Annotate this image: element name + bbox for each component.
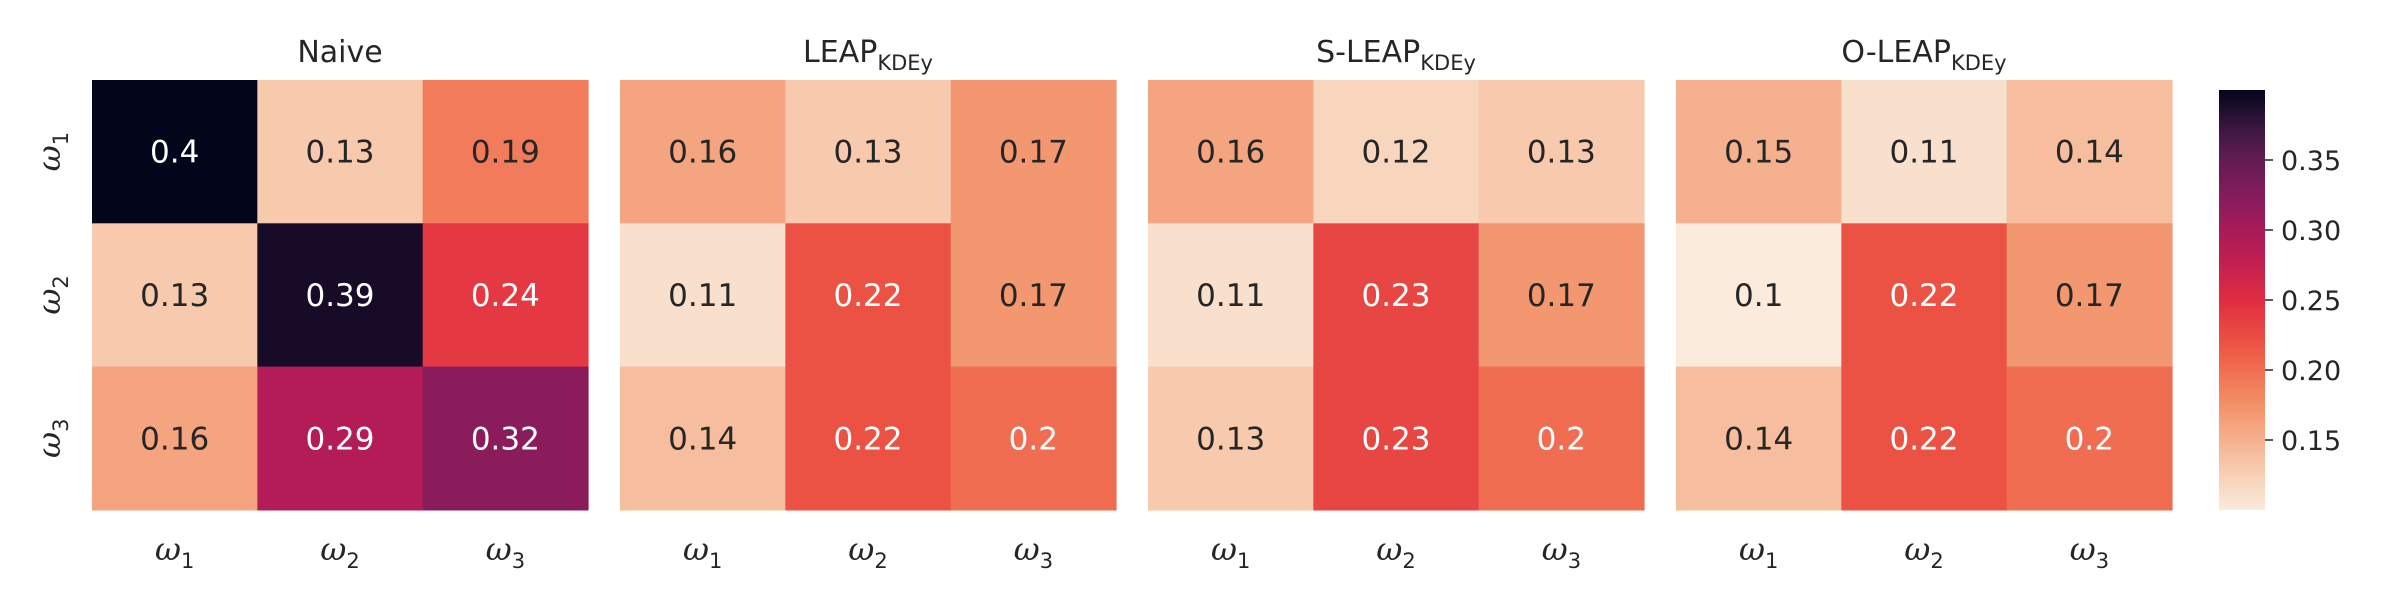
- x-tick-label: ω1: [683, 530, 722, 573]
- cell-value-label: 0.12: [1361, 135, 1430, 171]
- cell-value-label: 0.22: [833, 421, 902, 457]
- cell-value-label: 0.15: [1724, 135, 1793, 171]
- cell-value-label: 0.22: [1889, 421, 1958, 457]
- heatmap-cell: [257, 366, 424, 511]
- heatmap-cell: [950, 223, 1117, 368]
- cell-value-label: 0.13: [305, 135, 374, 171]
- heatmap-cell: [422, 366, 589, 511]
- cell-value-label: 0.11: [1889, 135, 1958, 171]
- x-tick-label: ω2: [848, 530, 887, 573]
- x-tick-label: ω1: [1739, 530, 1778, 573]
- cell-value-label: 0.11: [668, 278, 737, 314]
- x-tick-label: ω2: [1904, 530, 1943, 573]
- cell-value-label: 0.2: [1009, 421, 1058, 457]
- heatmap-cell: [1841, 223, 2008, 368]
- cell-value-label: 0.17: [999, 135, 1068, 171]
- heatmap-cell: [1841, 366, 2008, 511]
- cell-value-label: 0.24: [471, 278, 540, 314]
- heatmap-cell: [92, 223, 258, 368]
- heatmap-cell: [1478, 366, 1645, 511]
- cell-value-label: 0.17: [2055, 278, 2124, 314]
- heatmap-cell: [620, 223, 786, 368]
- colorbar-tick-label: 0.35: [2281, 146, 2341, 177]
- cell-value-label: 0.17: [999, 278, 1068, 314]
- x-tick-label: ω2: [320, 530, 359, 573]
- x-tick-label: ω1: [1211, 530, 1250, 573]
- heatmap-cell: [785, 80, 952, 224]
- colorbar-tick-label: 0.25: [2281, 286, 2341, 317]
- panel-title: Naive: [297, 35, 382, 70]
- panel-title: S-LEAPKDEy: [1316, 35, 1476, 75]
- x-tick-label: ω1: [155, 530, 194, 573]
- colorbar-tick-label: 0.20: [2281, 356, 2341, 387]
- heatmap-cell: [1313, 223, 1480, 368]
- cell-value-label: 0.14: [2055, 135, 2124, 171]
- heatmap-cell: [1676, 366, 1842, 511]
- cell-value-label: 0.16: [140, 421, 209, 457]
- heatmap-cell: [92, 366, 258, 511]
- heatmap-cell: [2006, 223, 2173, 368]
- colorbar: [2219, 90, 2265, 510]
- cell-value-label: 0.13: [833, 135, 902, 171]
- cell-value-label: 0.14: [668, 421, 737, 457]
- cell-value-label: 0.2: [1537, 421, 1586, 457]
- heatmap-cell: [1313, 366, 1480, 511]
- heatmap-cell: [785, 223, 952, 368]
- heatmap-cell: [1676, 80, 1842, 224]
- heatmap-cell: [422, 223, 589, 368]
- cell-value-label: 0.14: [1724, 421, 1793, 457]
- cell-value-label: 0.16: [668, 135, 737, 171]
- cell-value-label: 0.13: [140, 278, 209, 314]
- heatmap-cell: [1148, 366, 1314, 511]
- panel-title: LEAPKDEy: [803, 35, 933, 75]
- panel-title: O-LEAPKDEy: [1841, 35, 2006, 75]
- heatmap-cell: [785, 366, 952, 511]
- cell-value-label: 0.32: [471, 421, 540, 457]
- heatmap-cell: [1676, 223, 1842, 368]
- heatmap-cell: [1478, 223, 1645, 368]
- cell-value-label: 0.19: [471, 135, 540, 171]
- cell-value-label: 0.16: [1196, 135, 1265, 171]
- x-tick-label: ω3: [1542, 530, 1581, 573]
- cell-value-label: 0.22: [1889, 278, 1958, 314]
- heatmap-cell: [1313, 80, 1480, 224]
- cell-value-label: 0.23: [1361, 278, 1430, 314]
- heatmap-cell: [2006, 366, 2173, 511]
- x-tick-label: ω2: [1376, 530, 1415, 573]
- x-tick-label: ω3: [486, 530, 525, 573]
- heatmap-cell: [92, 80, 258, 224]
- heatmap-cell: [950, 80, 1117, 224]
- colorbar-tick-label: 0.30: [2281, 216, 2341, 247]
- y-tick-label: ω2: [30, 275, 73, 314]
- cell-value-label: 0.11: [1196, 278, 1265, 314]
- cell-value-label: 0.29: [305, 421, 374, 457]
- x-tick-label: ω3: [2070, 530, 2109, 573]
- y-tick-label: ω3: [30, 419, 73, 458]
- heatmap-cell: [620, 80, 786, 224]
- heatmap-cell: [257, 80, 424, 224]
- cell-value-label: 0.23: [1361, 421, 1430, 457]
- heatmap-cell: [257, 223, 424, 368]
- cell-value-label: 0.1: [1734, 278, 1783, 314]
- cell-value-label: 0.2: [2065, 421, 2114, 457]
- heatmap-cell: [620, 366, 786, 511]
- cell-value-label: 0.13: [1527, 135, 1596, 171]
- heatmap-cell: [1478, 80, 1645, 224]
- cell-value-label: 0.39: [305, 278, 374, 314]
- heatmap-cell: [1148, 223, 1314, 368]
- cell-value-label: 0.13: [1196, 421, 1265, 457]
- heatmap-cell: [2006, 80, 2173, 224]
- colorbar-tick-label: 0.15: [2281, 426, 2341, 457]
- heatmap-cell: [1148, 80, 1314, 224]
- x-tick-label: ω3: [1014, 530, 1053, 573]
- cell-value-label: 0.17: [1527, 278, 1596, 314]
- heatmap-cell: [950, 366, 1117, 511]
- y-tick-label: ω1: [30, 132, 73, 171]
- cell-value-label: 0.4: [150, 135, 199, 171]
- heatmap-cell: [1841, 80, 2008, 224]
- heatmap-cell: [422, 80, 589, 224]
- cell-value-label: 0.22: [833, 278, 902, 314]
